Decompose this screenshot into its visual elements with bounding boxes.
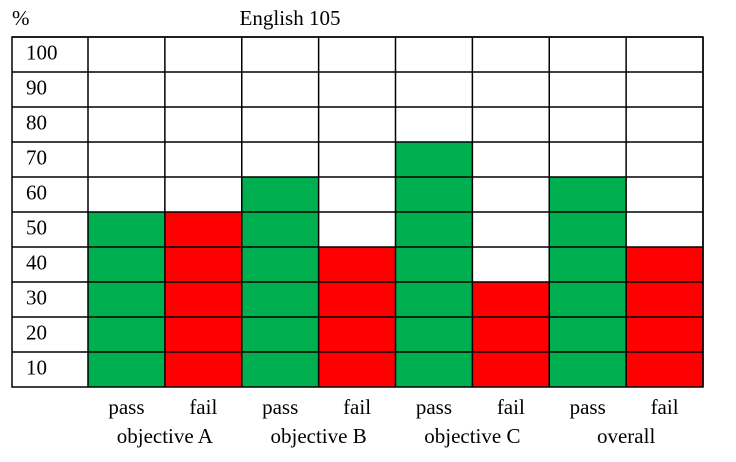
group-label: objective B	[271, 424, 367, 448]
group-label: objective A	[117, 424, 214, 448]
y-tick-label: 40	[26, 250, 47, 274]
bar	[472, 282, 550, 387]
y-tick-label: 10	[26, 355, 47, 379]
y-tick-label: 100	[26, 40, 58, 64]
y-tick-label: 30	[26, 285, 47, 309]
chart-title: English 105	[240, 6, 341, 30]
x-tick-label: fail	[651, 395, 679, 419]
x-tick-label: pass	[416, 395, 452, 419]
y-tick-label: 60	[26, 180, 47, 204]
bar	[88, 212, 165, 387]
table-frame	[11, 36, 704, 388]
y-tick-label: 50	[26, 215, 47, 239]
y-tick-label: 90	[26, 75, 47, 99]
x-tick-label: fail	[497, 395, 525, 419]
bar	[395, 142, 473, 387]
y-tick-label: 70	[26, 145, 47, 169]
y-tick-label: 20	[26, 320, 47, 344]
bar	[164, 212, 242, 387]
y-axis-label: %	[12, 6, 30, 30]
x-tick-label: pass	[570, 395, 606, 419]
x-tick-label: fail	[189, 395, 217, 419]
group-label: objective C	[424, 424, 520, 448]
x-tick-label: pass	[108, 395, 144, 419]
group-label: overall	[597, 424, 655, 448]
x-tick-label: pass	[262, 395, 298, 419]
y-tick-label: 80	[26, 110, 47, 134]
x-tick-label: fail	[343, 395, 371, 419]
